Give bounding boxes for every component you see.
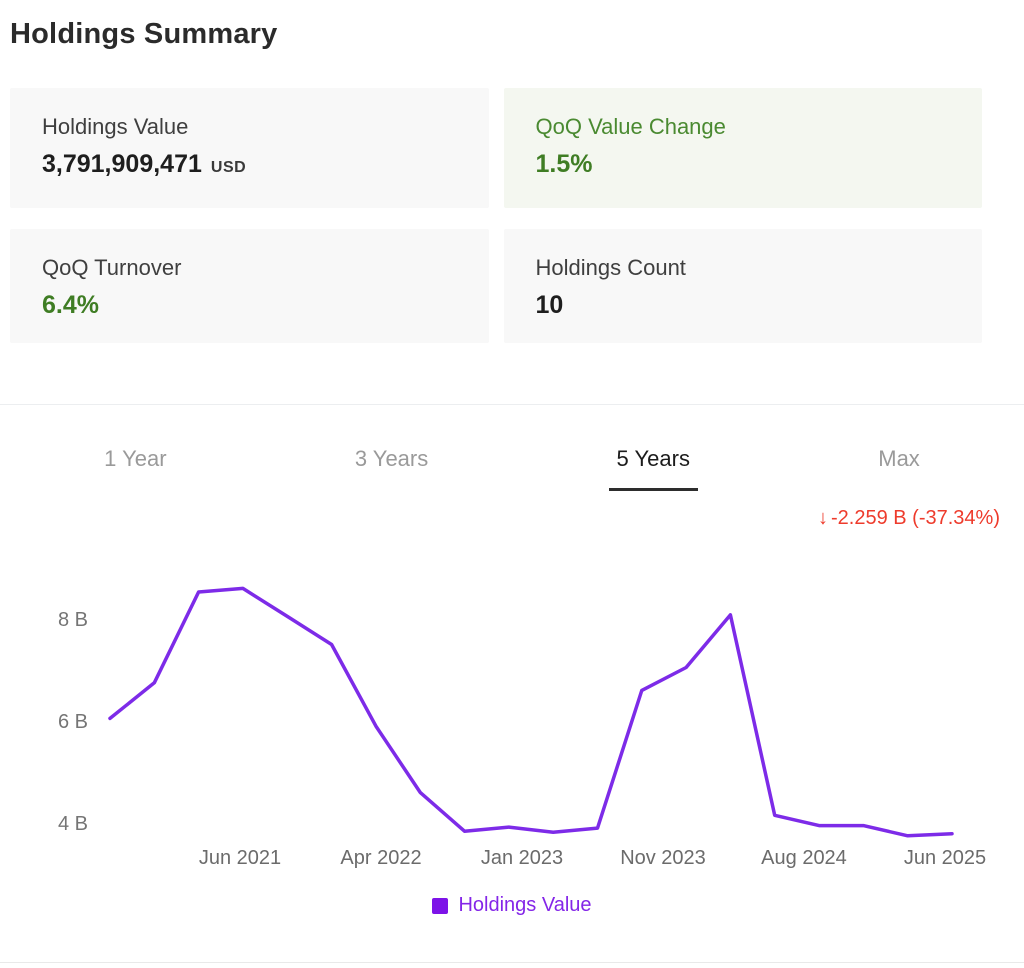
period-change-text: -2.259 B (-37.34%) [831, 507, 1000, 529]
holdings-value-chart: 4 B 6 B 8 B Jun 2021 Apr 2022 Jan 2023 Nov 202… [58, 586, 986, 869]
legend-swatch-icon [432, 897, 449, 914]
y-axis-tick: 4 B [58, 813, 88, 835]
card-label: Holdings Count [535, 255, 686, 280]
tab-1-year[interactable]: 1 Year [104, 446, 167, 471]
card-label: QoQ Turnover [42, 255, 182, 280]
section-divider [0, 404, 1024, 405]
card-holdings-value: Holdings Value 3,791,909,471 USD [10, 88, 489, 208]
currency-unit: USD [210, 159, 247, 176]
x-axis-tick: Jan 2023 [481, 847, 563, 869]
card-value: 1.5% [535, 150, 593, 178]
holdings-value-line [108, 586, 954, 838]
chart-legend[interactable]: Holdings Value [0, 894, 1024, 917]
card-qoq-turnover: QoQ Turnover 6.4% [10, 229, 489, 343]
x-axis-tick: Apr 2022 [340, 847, 421, 869]
y-axis-tick: 6 B [58, 711, 88, 733]
legend-label: Holdings Value [458, 894, 592, 916]
y-axis-tick: 8 B [58, 609, 88, 631]
x-axis-tick: Jun 2025 [904, 847, 986, 869]
bottom-divider [0, 962, 1024, 963]
card-value: 3,791,909,471 USD [42, 150, 489, 179]
period-tabs: 1 Year 3 Years 5 Years Max [10, 444, 1014, 491]
x-axis-tick: Jun 2021 [199, 847, 281, 869]
card-holdings-count: Holdings Count 10 [503, 229, 982, 343]
tab-max[interactable]: Max [878, 446, 920, 471]
period-change-indicator: ↓ -2.259 B (-37.34%) [818, 507, 1000, 530]
down-arrow-icon: ↓ [818, 507, 829, 529]
x-axis-tick: Aug 2024 [761, 847, 847, 869]
card-value: 10 [535, 291, 564, 319]
summary-cards: Holdings Value 3,791,909,471 USD QoQ Valu… [10, 88, 982, 343]
card-label: Holdings Value [42, 114, 189, 139]
page-title: Holdings Summary [10, 18, 278, 50]
holdings-value-number: 3,791,909,471 [42, 150, 202, 178]
card-label: QoQ Value Change [535, 114, 726, 139]
card-value: 6.4% [42, 291, 99, 319]
card-qoq-value-change: QoQ Value Change 1.5% [503, 88, 982, 208]
x-axis-tick: Nov 2023 [620, 847, 706, 869]
tab-3-years[interactable]: 3 Years [354, 446, 429, 471]
tab-5-years[interactable]: 5 Years [608, 444, 698, 491]
